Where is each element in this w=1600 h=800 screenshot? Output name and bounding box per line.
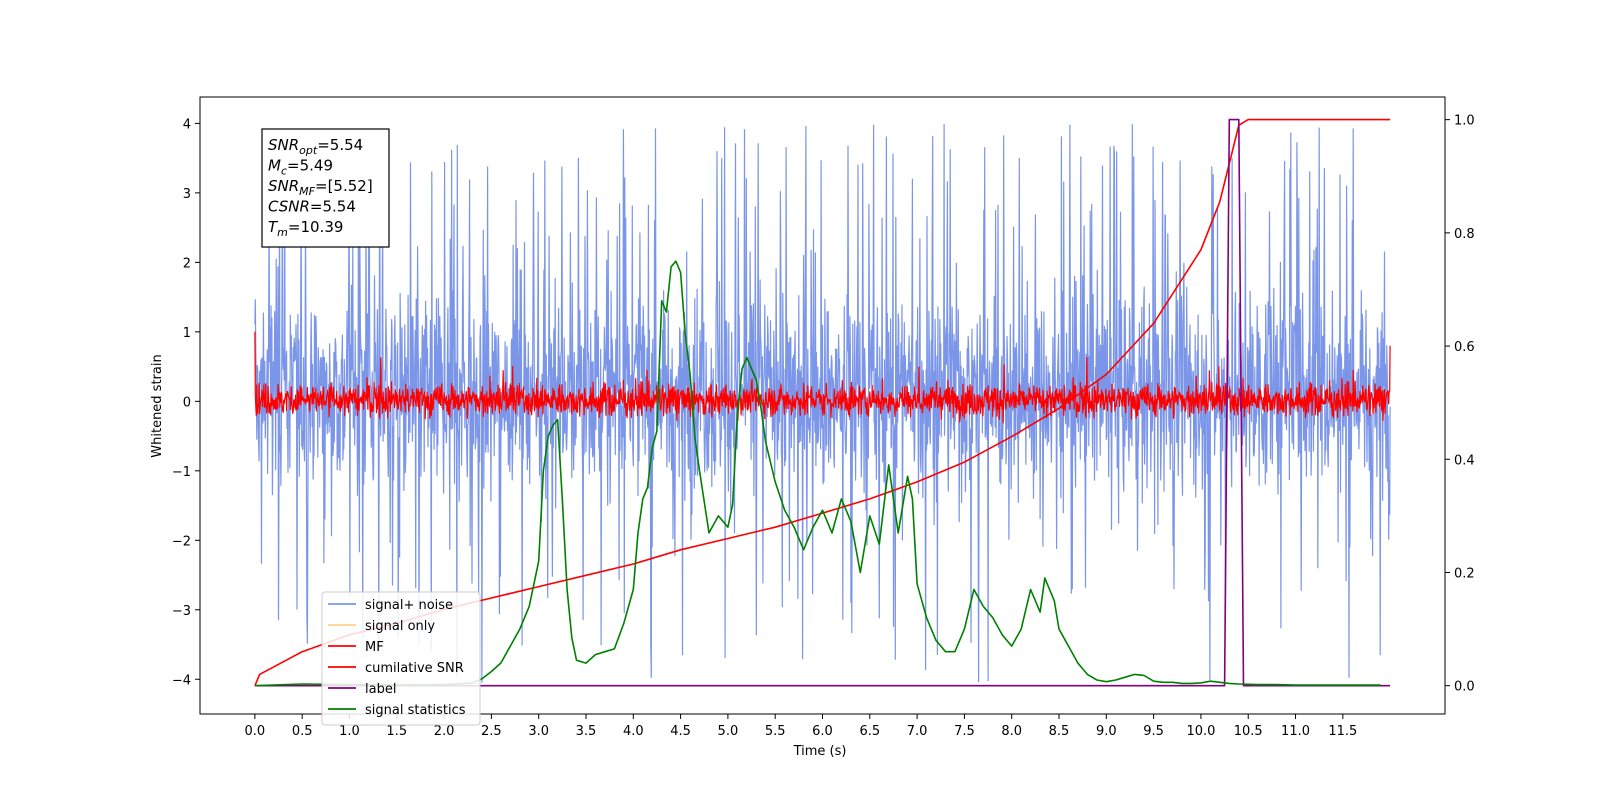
y-tick-label: −2: [172, 534, 191, 549]
x-tick-label: 11.0: [1281, 724, 1310, 739]
x-tick-label: 0.0: [245, 724, 266, 739]
y-tick-label: 3: [183, 187, 191, 202]
y-tick-label: 2: [183, 256, 191, 271]
y-tick-label: −3: [172, 604, 191, 619]
x-tick-label: 9.5: [1143, 724, 1164, 739]
y-axis-right: 1.0 0.8 0.6 0.4 0.2 0.0: [1445, 114, 1475, 695]
x-tick-label: 1.5: [386, 724, 407, 739]
x-axis: 0.0 0.5 1.0 1.5 2.0 2.5 3.0 3.5 4.0 4.5 5.0 5.5 6.0 6…: [245, 714, 1357, 739]
x-tick-label: 8.0: [1001, 724, 1022, 739]
x-tick-label: 5.5: [765, 724, 786, 739]
info-line: SNRopt=5.54: [268, 136, 363, 157]
y2-tick-label: 1.0: [1454, 114, 1475, 129]
series-line-label: [254, 118, 1391, 687]
legend-label: cumilative SNR: [365, 661, 464, 676]
series-line-signal-statistics: [254, 260, 1381, 687]
y2-tick-label: 0.6: [1454, 340, 1475, 355]
y-axis-left: 4 3 2 1 0 −1 −2 −3 −4: [172, 117, 200, 688]
x-tick-label: 10.0: [1186, 724, 1215, 739]
y-tick-label: 0: [183, 395, 191, 410]
x-tick-label: 3.0: [528, 724, 549, 739]
x-tick-label: 5.0: [718, 724, 739, 739]
legend-label: MF: [365, 640, 384, 655]
x-tick-label: 4.0: [623, 724, 644, 739]
x-tick-label: 2.0: [434, 724, 455, 739]
x-tick-label: 2.5: [481, 724, 502, 739]
x-tick-label: 7.0: [907, 724, 928, 739]
x-tick-label: 7.5: [954, 724, 975, 739]
legend-label: signal statistics: [365, 703, 466, 718]
y-tick-label: −1: [172, 465, 191, 480]
series-line-mf: [254, 331, 1391, 424]
info-line: CSNR=5.54: [268, 198, 356, 216]
info-line: SNRMF=[5.52]: [268, 177, 373, 198]
x-tick-label: 6.0: [812, 724, 833, 739]
y-tick-label: −4: [172, 673, 191, 688]
y-tick-label: 4: [183, 117, 191, 132]
y-tick-label: 1: [183, 326, 191, 341]
x-tick-label: 3.5: [576, 724, 597, 739]
legend-label: signal only: [365, 619, 435, 634]
x-tick-label: 11.5: [1328, 724, 1357, 739]
info-line: Tm=10.39: [268, 218, 343, 239]
y2-tick-label: 0.4: [1454, 453, 1475, 468]
y2-tick-label: 0.2: [1454, 566, 1475, 581]
info-box-frame: [261, 128, 390, 248]
x-tick-label: 10.5: [1234, 724, 1263, 739]
x-tick-label: 4.5: [670, 724, 691, 739]
info-line: Mc=5.49: [268, 157, 333, 178]
x-tick-label: 0.5: [292, 724, 313, 739]
legend-label: signal+ noise: [365, 598, 453, 613]
x-tick-label: 6.5: [859, 724, 880, 739]
legend-label: label: [365, 682, 396, 697]
x-axis-label: Time (s): [793, 744, 847, 759]
x-tick-label: 1.0: [339, 724, 360, 739]
x-tick-label: 8.5: [1049, 724, 1070, 739]
y2-tick-label: 0.8: [1454, 227, 1475, 242]
y-axis-label: Whitened strain: [150, 354, 165, 457]
x-tick-label: 9.0: [1096, 724, 1117, 739]
legend-frame: [321, 591, 481, 726]
y2-tick-label: 0.0: [1454, 680, 1475, 695]
legend: signal+ noise signal only MF cumilative SNR…: [321, 591, 481, 726]
